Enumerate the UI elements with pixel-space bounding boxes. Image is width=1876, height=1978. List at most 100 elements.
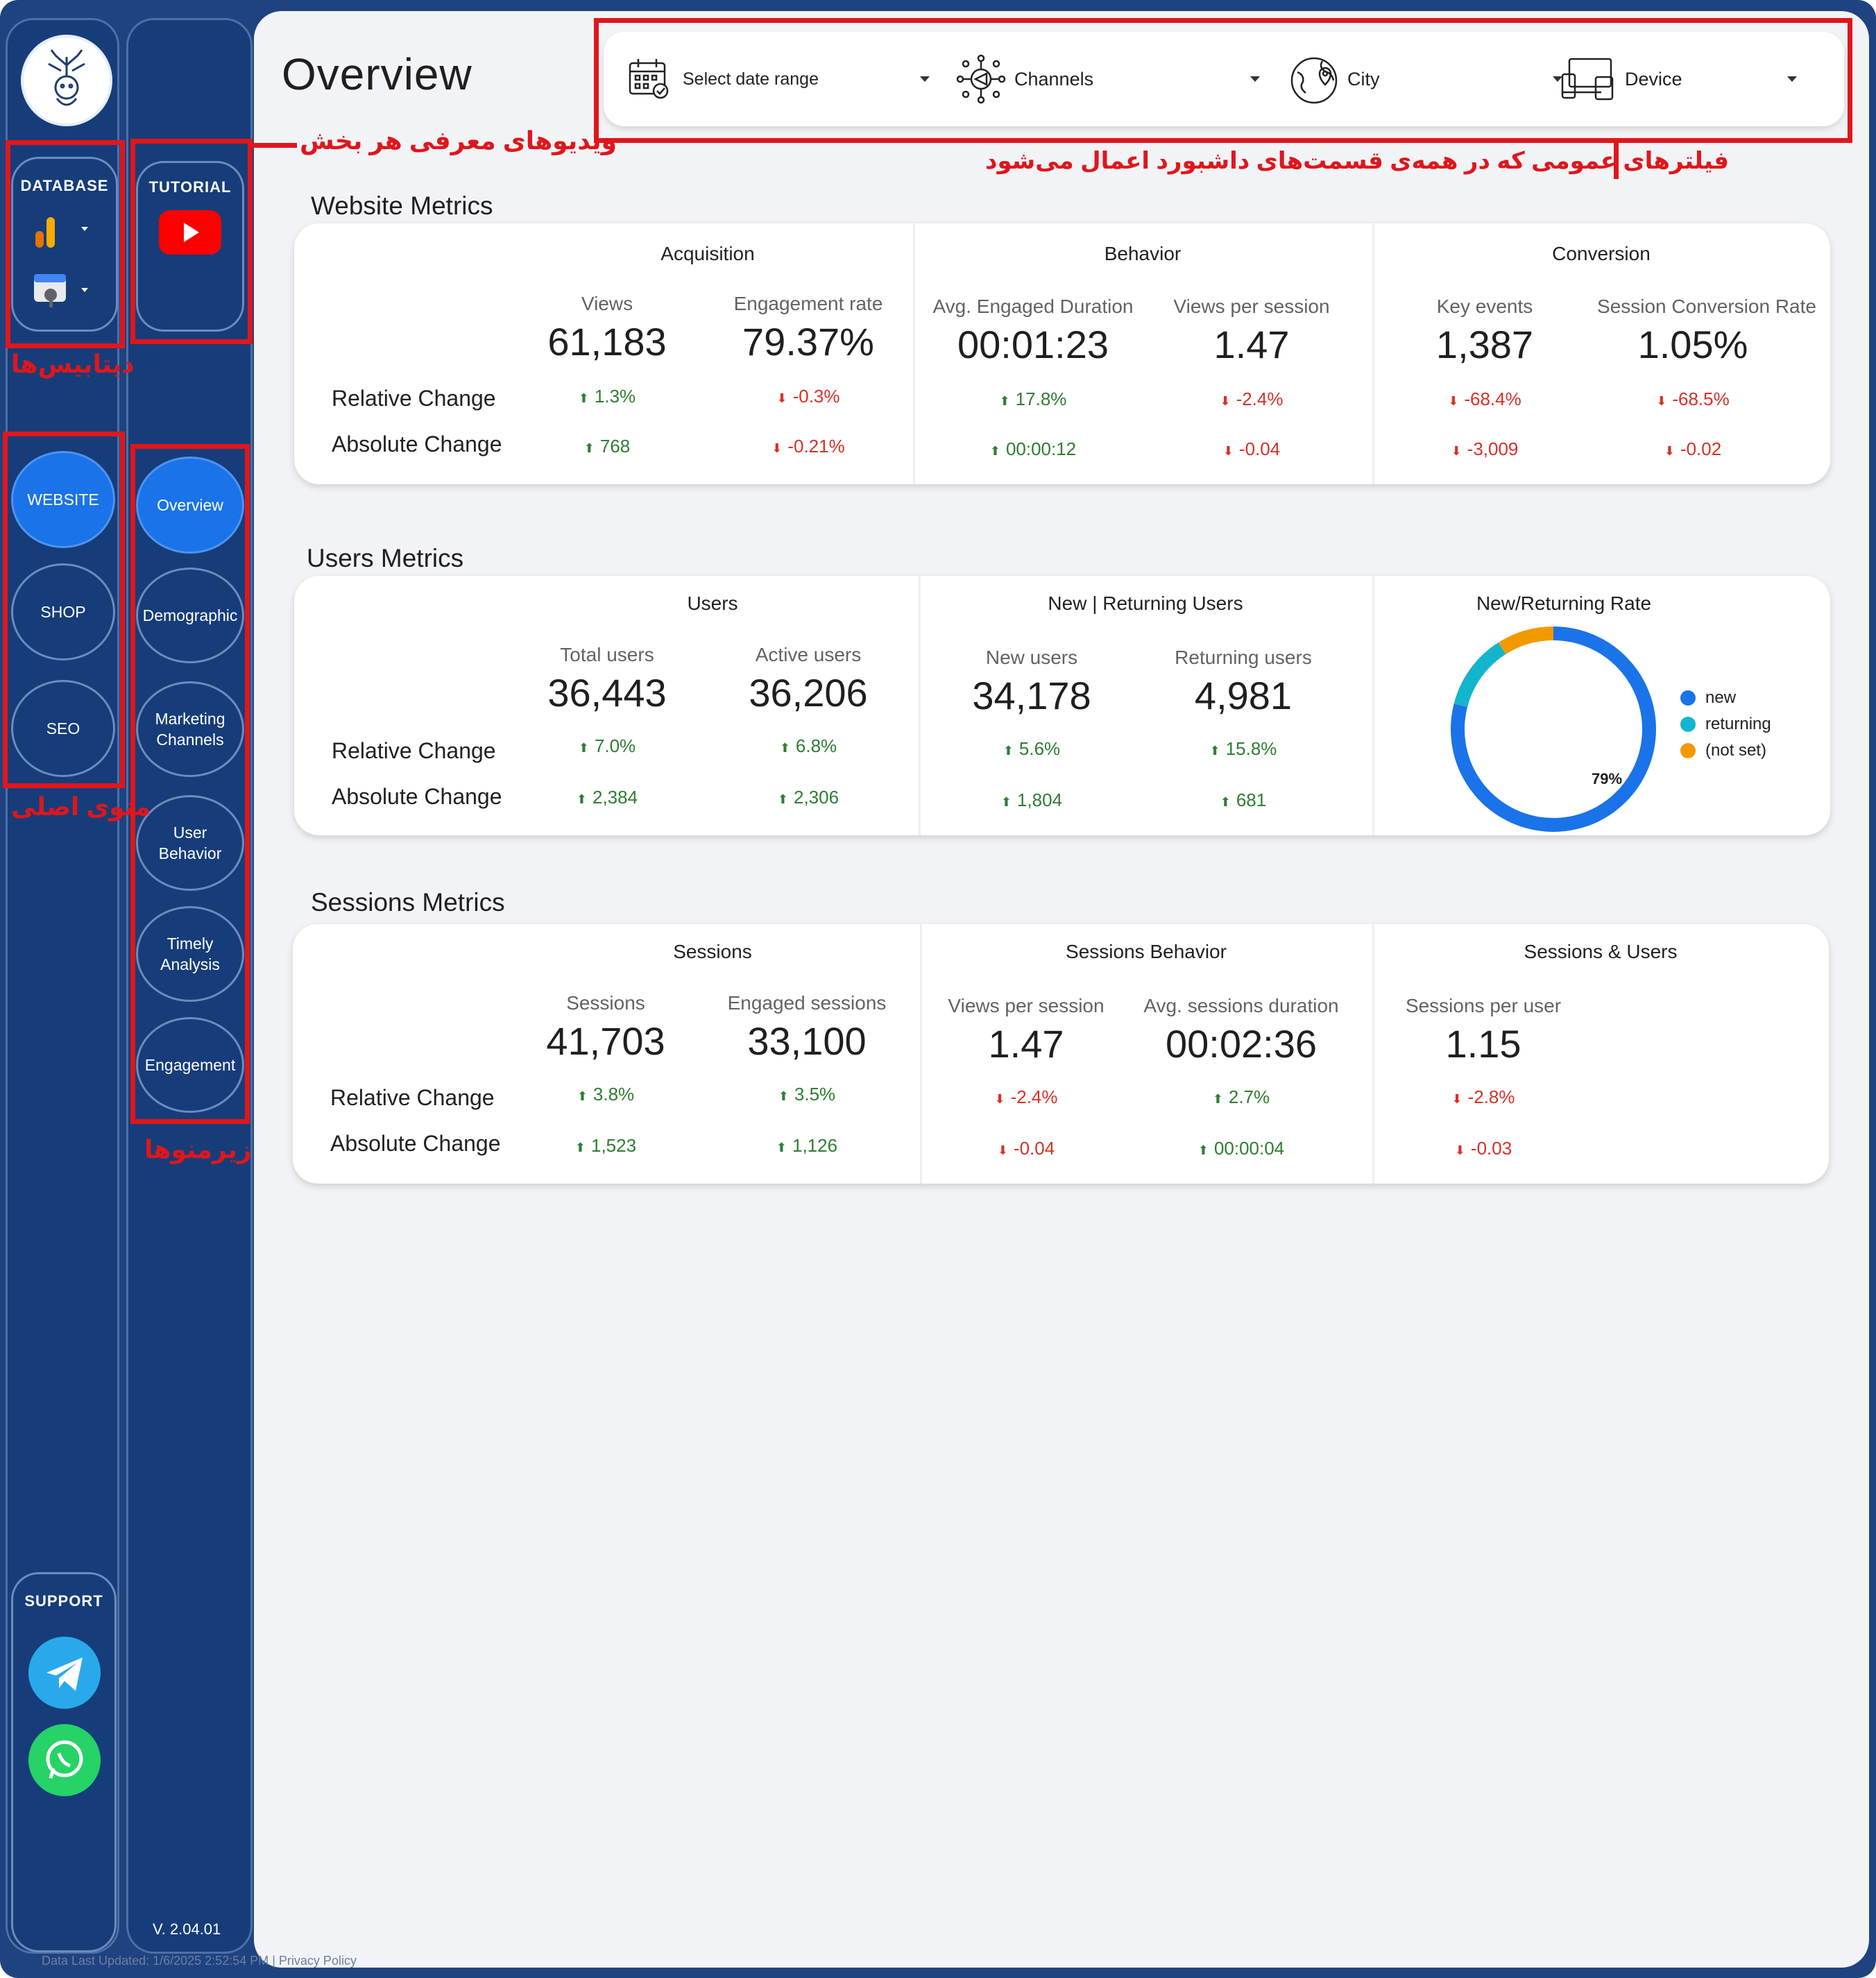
sub-menu-demographic[interactable]: Demographic	[136, 568, 244, 663]
support-title: SUPPORT	[24, 1592, 103, 1610]
city-filter[interactable]: City	[1288, 53, 1562, 105]
annotation-sub-menu: زیرمنوها	[144, 1135, 252, 1163]
arrow-up-icon: ⬆	[1197, 1143, 1209, 1157]
calendar-icon	[629, 59, 669, 99]
arrow-up-icon: ⬆	[1000, 795, 1012, 809]
arrow-up-icon: ⬆	[583, 441, 595, 455]
sub-menu-engagement[interactable]: Engagement	[136, 1017, 244, 1113]
annotation-box-database	[6, 140, 125, 348]
website-metrics-card: Relative Change Absolute Change Acquisit…	[294, 223, 1830, 484]
arrow-up-icon: ⬆	[577, 1089, 588, 1103]
relative-change: ⬇ -68.4%	[1448, 389, 1521, 409]
absolute-change: ⬆ 768	[583, 436, 631, 457]
metric-label: Returning users	[1175, 647, 1312, 668]
arrow-up-icon: ⬆	[1220, 795, 1231, 809]
donut-center-label: 79%	[1592, 770, 1622, 787]
section-title-website: Website Metrics	[311, 191, 493, 220]
main-menu-seo[interactable]: SEO	[11, 680, 115, 777]
relative-change: ⬆ 7.0%	[578, 735, 636, 756]
metric-value: 1,387	[1435, 323, 1534, 366]
sub-menu-user-behavior[interactable]: User Behavior	[136, 795, 244, 891]
legend-swatch	[1680, 743, 1696, 758]
metric-label: Views per session	[948, 995, 1105, 1016]
metric-value: 1.47	[1213, 323, 1290, 366]
absolute-change: ⬆ 00:00:12	[989, 438, 1077, 459]
legend-item[interactable]: returning	[1680, 715, 1771, 734]
main-sidebar	[6, 18, 119, 1954]
annotation-connector	[1614, 143, 1619, 179]
divider	[1372, 223, 1374, 484]
row-label-absolute: Absolute Change	[330, 1131, 501, 1156]
metric-label: New users	[985, 647, 1078, 668]
chevron-down-icon	[1787, 76, 1797, 82]
tutorial-panel: TUTORIAL	[136, 161, 244, 332]
group-title-sessions: Sessions	[673, 941, 752, 962]
legend-item[interactable]: new	[1680, 688, 1736, 708]
youtube-play-icon[interactable]	[159, 210, 221, 255]
sessions-metrics-card: Relative Change Absolute Change Sessions…	[293, 924, 1829, 1184]
relative-change: ⬆ 3.5%	[778, 1084, 836, 1105]
legend-label: new	[1705, 688, 1737, 707]
arrow-down-icon: ⬇	[994, 1092, 1005, 1106]
users-metrics-card: Relative Change Absolute Change Users To…	[294, 576, 1830, 835]
metric-label: Active users	[755, 644, 862, 665]
metric-value: 61,183	[547, 320, 667, 364]
annotation-database: دیتابیس‌ها	[11, 350, 135, 378]
whatsapp-icon[interactable]	[28, 1724, 101, 1796]
main-menu-website[interactable]: WEBSITE	[11, 451, 115, 548]
absolute-change: ⬆ 1,523	[574, 1135, 637, 1156]
arrow-up-icon: ⬆	[778, 1089, 789, 1103]
legend-item[interactable]: (not set)	[1680, 741, 1766, 760]
arrow-up-icon: ⬆	[776, 1141, 787, 1154]
section-title-sessions: Sessions Metrics	[311, 888, 505, 916]
group-title-new-returning: New | Returning Users	[1048, 592, 1243, 614]
row-label-relative: Relative Change	[330, 1085, 495, 1110]
footer: Data Last Updated: 1/6/2025 2:52:54 PM |…	[42, 1954, 357, 1968]
group-title-sessions-behavior: Sessions Behavior	[1066, 941, 1227, 962]
donut-slice-notset[interactable]	[1498, 626, 1554, 655]
devices-icon	[1561, 58, 1614, 101]
metric-label: Views	[581, 293, 633, 314]
main-menu-shop[interactable]: SHOP	[11, 563, 115, 660]
relative-change: ⬆ 3.8%	[577, 1084, 635, 1105]
search-console-icon[interactable]	[31, 270, 94, 315]
divider	[919, 576, 921, 835]
brand-logo[interactable]	[21, 35, 112, 126]
metric-value: 1.05%	[1637, 323, 1748, 366]
sub-menu-marketing-channels[interactable]: Marketing Channels	[136, 681, 244, 777]
metric-value: 1.15	[1445, 1022, 1521, 1066]
privacy-link[interactable]: Privacy Policy	[278, 1954, 357, 1968]
group-title-conversion: Conversion	[1552, 243, 1651, 264]
metric-value: 36,206	[749, 671, 868, 715]
absolute-change: ⬆ 681	[1220, 790, 1267, 810]
annotation-filters: فیلترهای عمومی که در همه‌ی قسمت‌های داشب…	[985, 148, 1729, 174]
arrow-down-icon: ⬇	[1222, 444, 1234, 458]
donut-slice-returning[interactable]	[1453, 642, 1506, 708]
arrow-down-icon: ⬇	[1451, 1092, 1463, 1106]
sub-menu-overview[interactable]: Overview	[136, 457, 244, 554]
arrow-up-icon: ⬆	[576, 792, 587, 806]
telegram-icon[interactable]	[28, 1637, 101, 1709]
database-panel: DATABASE	[11, 157, 118, 332]
tree-head-logo-icon	[48, 49, 85, 106]
relative-change: ⬆ 17.8%	[999, 389, 1067, 409]
google-analytics-icon[interactable]	[31, 209, 94, 254]
metric-label: Views per session	[1173, 296, 1330, 317]
metric-value: 33,100	[747, 1019, 867, 1063]
absolute-change: ⬇ -0.02	[1664, 438, 1722, 459]
channels-filter[interactable]: Channels	[955, 53, 1265, 105]
arrow-up-icon: ⬆	[999, 394, 1010, 408]
arrow-down-icon: ⬇	[771, 441, 783, 455]
arrow-down-icon: ⬇	[776, 391, 787, 405]
absolute-change: ⬆ 00:00:04	[1197, 1138, 1285, 1159]
date-range-filter[interactable]: Select date range	[626, 53, 931, 105]
metric-label: Key events	[1436, 296, 1533, 317]
row-label-relative: Relative Change	[332, 386, 496, 411]
sub-menu-timely-analysis[interactable]: Timely Analysis	[136, 906, 244, 1002]
donut-slice-new[interactable]	[1451, 626, 1656, 832]
page-title: Overview	[282, 49, 472, 99]
chevron-down-icon	[920, 76, 930, 82]
device-filter[interactable]: Device	[1560, 53, 1823, 105]
divider	[1372, 576, 1374, 835]
relative-change: ⬇ -0.3%	[776, 386, 840, 407]
